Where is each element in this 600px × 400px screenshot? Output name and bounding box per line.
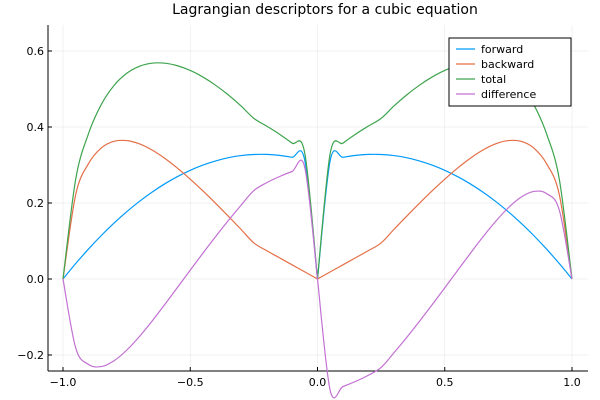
- x-tick-label: 0.5: [436, 376, 454, 389]
- series-line-backward-right: [317, 139, 573, 280]
- series-line-forward-right: [316, 150, 573, 280]
- series-group: [62, 62, 573, 399]
- series-line-difference-left: [62, 159, 319, 368]
- legend-label-backward: backward: [481, 58, 534, 71]
- y-tick-label: 0.2: [27, 197, 45, 210]
- x-tick-label: −0.5: [177, 376, 204, 389]
- y-tick-label: −0.2: [17, 349, 44, 362]
- y-tick-label: 0.4: [27, 121, 45, 134]
- tick-labels: −1.0 −0.5 0.0 0.5 1.0 −0.2 0.0 0.2 0.4 0.6: [17, 45, 580, 389]
- x-tick-label: 1.0: [563, 376, 581, 389]
- series-line-total-left: [62, 62, 319, 280]
- series-line-difference-right: [316, 190, 573, 399]
- legend-label-difference: difference: [481, 88, 536, 101]
- legend-label-forward: forward: [481, 43, 523, 56]
- x-tick-label: −1.0: [50, 376, 77, 389]
- legend: forward backward total difference: [448, 37, 572, 107]
- x-tick-label: 0.0: [309, 376, 327, 389]
- series-line-backward-left: [62, 139, 318, 280]
- y-tick-label: 0.6: [27, 45, 45, 58]
- series-line-forward-left: [62, 150, 319, 280]
- axes: [47, 25, 588, 372]
- y-tick-label: 0.0: [27, 273, 45, 286]
- chart-title: Lagrangian descriptors for a cubic equat…: [172, 2, 478, 18]
- legend-label-total: total: [481, 73, 506, 86]
